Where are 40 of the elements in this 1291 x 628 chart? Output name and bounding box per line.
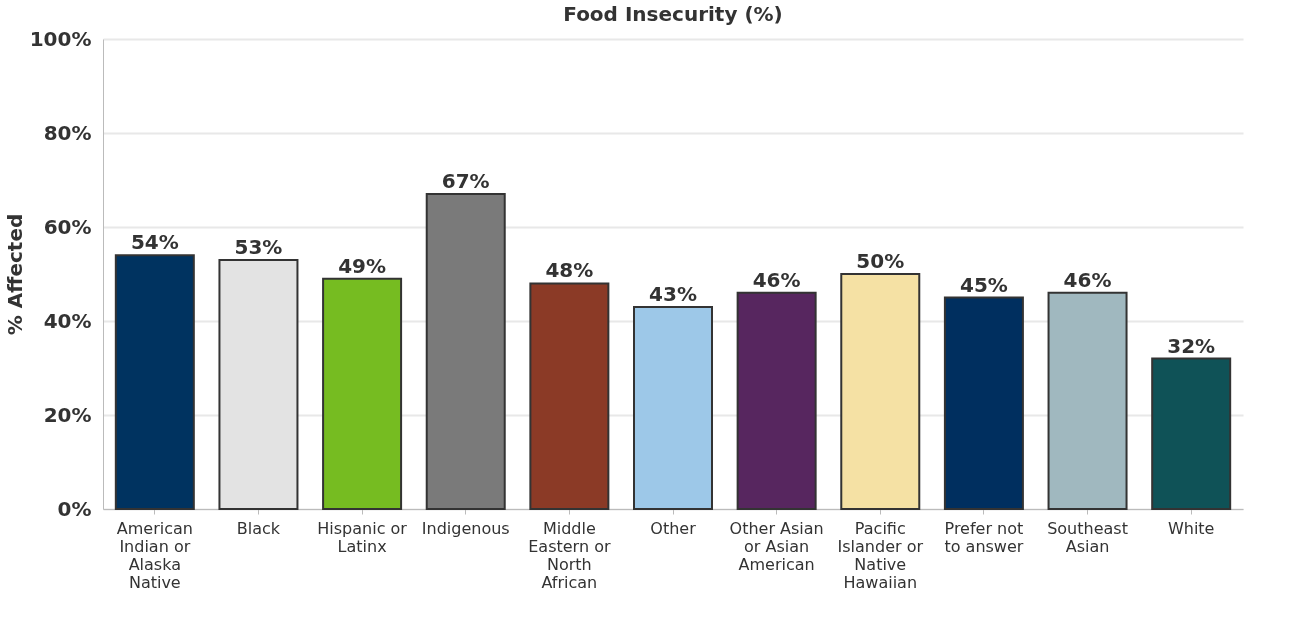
data-label: 46% xyxy=(752,267,801,292)
data-label: 53% xyxy=(234,234,283,259)
x-tick-label: Black xyxy=(236,518,281,538)
x-tick-label: Southeast Asian xyxy=(1047,518,1128,556)
data-label: 49% xyxy=(338,253,387,278)
data-label: 50% xyxy=(856,249,905,273)
data-label: 46% xyxy=(1063,267,1112,292)
y-tick-label: 0% xyxy=(57,496,92,521)
bar xyxy=(529,282,610,510)
y-tick-label: 60% xyxy=(43,214,92,239)
x-tick-label: Prefer not to answer xyxy=(944,518,1024,556)
x-tick-label: Hispanic or Latinx xyxy=(317,518,408,556)
x-tick-label: Other xyxy=(650,518,697,538)
data-label: 54% xyxy=(130,230,179,255)
bar xyxy=(1151,357,1232,510)
y-tick-label: 40% xyxy=(43,308,92,333)
bar xyxy=(633,305,713,510)
y-tick-label: 80% xyxy=(43,120,92,145)
y-tick-label: 100% xyxy=(29,26,92,51)
data-label: 43% xyxy=(649,281,697,306)
bar xyxy=(425,193,506,510)
x-tick-label: Middle Eastern or North African xyxy=(528,518,611,592)
data-label: 48% xyxy=(545,258,594,283)
y-tick-label: 20% xyxy=(43,402,92,427)
bar xyxy=(1047,291,1128,510)
x-tick-label: Other Asian or Asian American xyxy=(729,518,824,574)
bar xyxy=(322,277,403,510)
x-tick-label: American Indian or Alaska Native xyxy=(116,518,193,592)
data-label: 67% xyxy=(441,169,490,194)
y-axis-title: % Affected xyxy=(2,213,27,336)
x-tick-label: Pacific Islander or Native Hawaiian xyxy=(837,518,924,592)
chart-title: Food Insecurity (%) xyxy=(563,2,783,26)
data-label: 45% xyxy=(959,272,1008,297)
bar xyxy=(943,296,1024,510)
bar xyxy=(840,273,921,510)
data-label: 32% xyxy=(1167,333,1216,358)
x-tick-label: White xyxy=(1167,518,1215,538)
x-tick-label: Indigenous xyxy=(421,518,510,538)
bar xyxy=(736,291,817,510)
bar xyxy=(114,254,195,510)
